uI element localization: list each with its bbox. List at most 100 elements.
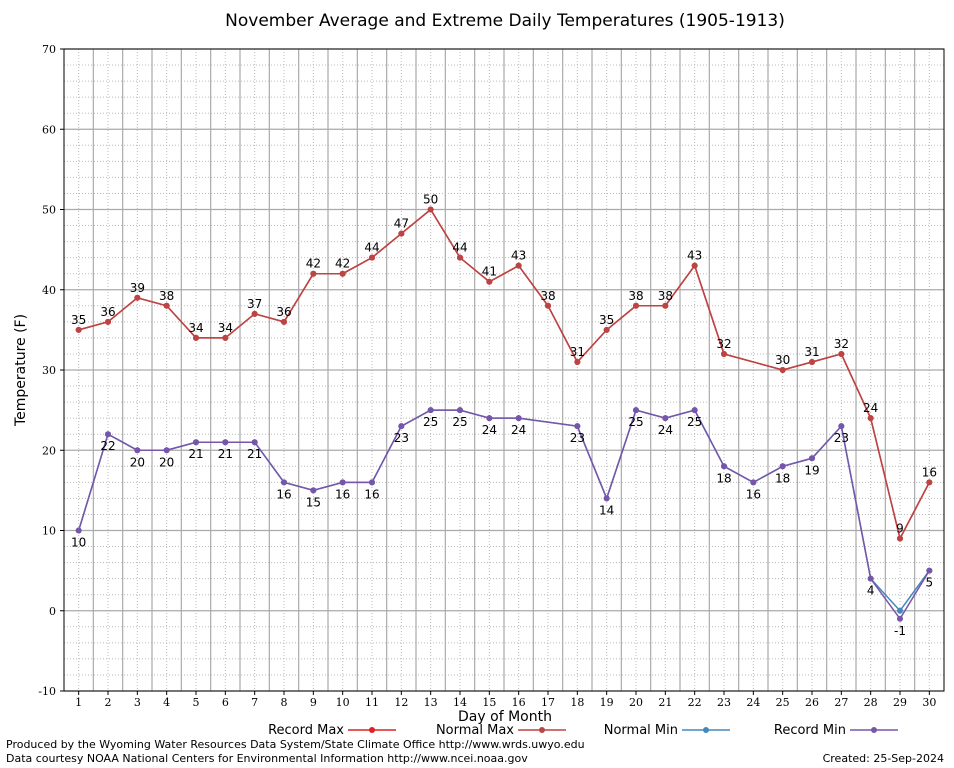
max-data-label: 34 — [218, 321, 233, 335]
x-tick-label: 1 — [75, 696, 82, 709]
max-data-label: 36 — [100, 305, 115, 319]
x-tick-label: 13 — [424, 696, 438, 709]
record-min-point — [838, 423, 845, 430]
min-data-label: 16 — [276, 487, 291, 501]
max-data-label: 43 — [511, 249, 526, 263]
y-tick-label: -10 — [38, 685, 56, 698]
min-data-label: 18 — [775, 471, 790, 485]
max-data-label: 38 — [658, 289, 673, 303]
min-data-label: 24 — [511, 423, 526, 437]
x-tick-label: 12 — [394, 696, 408, 709]
min-data-label: 23 — [834, 431, 849, 445]
max-data-label: 16 — [922, 465, 937, 479]
record-min-point — [75, 527, 82, 534]
x-tick-label: 19 — [600, 696, 614, 709]
max-data-label: 38 — [540, 289, 555, 303]
max-data-label: 31 — [804, 345, 819, 359]
footer-created-date: Created: 25-Sep-2024 — [823, 752, 944, 765]
x-tick-label: 14 — [453, 696, 467, 709]
normal-max-point — [105, 318, 111, 325]
normal-max-point — [398, 230, 405, 237]
legend-label-normal-min: Normal Min — [604, 723, 678, 738]
max-data-label: 39 — [130, 281, 145, 295]
record-min-point — [926, 567, 933, 574]
max-data-label: 47 — [394, 217, 409, 231]
max-data-label: 38 — [159, 289, 174, 303]
min-data-label: 18 — [716, 471, 731, 485]
max-data-label: 42 — [306, 257, 321, 271]
y-tick-label: 60 — [42, 123, 56, 136]
legend-marker-normal-min — [703, 727, 709, 733]
max-data-label: 35 — [71, 313, 86, 327]
normal-max-point — [427, 206, 434, 213]
legend-marker-record-min — [871, 727, 877, 733]
y-axis-label: Temperature (F) — [13, 314, 29, 427]
max-data-label: 38 — [628, 289, 643, 303]
normal-max-point — [486, 278, 493, 285]
record-min-point — [398, 423, 405, 430]
min-data-label: 20 — [159, 455, 174, 469]
record-min-point — [310, 487, 317, 494]
max-data-label: 31 — [570, 345, 585, 359]
normal-max-point — [867, 415, 874, 422]
record-min-point — [691, 407, 698, 414]
normal-max-point — [926, 479, 933, 486]
min-data-label: 21 — [218, 447, 233, 461]
record-min-point — [897, 615, 903, 622]
x-tick-label: 20 — [629, 696, 643, 709]
max-data-label: 9 — [896, 522, 904, 536]
x-tick-label: 25 — [776, 696, 790, 709]
y-tick-label: 30 — [42, 364, 56, 377]
normal-max-point — [603, 326, 610, 333]
min-data-label: 24 — [658, 423, 673, 437]
max-data-label: 43 — [687, 249, 702, 263]
max-data-label: 30 — [775, 353, 790, 367]
legend-label-normal-max: Normal Max — [436, 723, 514, 738]
x-axis-label: Day of Month — [458, 709, 552, 725]
series — [75, 206, 933, 622]
x-tick-label: 10 — [336, 696, 350, 709]
record-min-point — [574, 423, 581, 430]
y-tick-label: 20 — [42, 444, 56, 457]
min-data-label: 25 — [687, 415, 702, 429]
legend-marker-normal-max — [539, 727, 545, 733]
record-min-point — [633, 407, 639, 414]
normal-max-point — [838, 350, 845, 357]
min-data-label: 15 — [306, 495, 321, 509]
min-data-label: 16 — [364, 487, 379, 501]
x-tick-label: 8 — [281, 696, 288, 709]
x-tick-label: 15 — [482, 696, 496, 709]
record-min-point — [163, 447, 170, 454]
record-min-point — [515, 415, 522, 422]
normal-max-point — [310, 270, 317, 277]
x-tick-label: 24 — [746, 696, 760, 709]
x-tick-label: 28 — [864, 696, 878, 709]
y-tick-label: 10 — [42, 525, 56, 538]
normal-max-point — [75, 326, 82, 333]
x-tick-label: 22 — [688, 696, 702, 709]
min-data-label: 4 — [867, 584, 875, 598]
min-data-label: 21 — [188, 447, 203, 461]
data-labels: 35 36 39 38 34 34 37 36 42 42 44 47 50 44 41 43 38 31 35 38… — [71, 193, 937, 638]
y-tick-label: 0 — [49, 605, 56, 618]
max-data-label: 32 — [834, 337, 849, 351]
x-tick-label: 18 — [570, 696, 584, 709]
max-data-label: 32 — [716, 337, 731, 351]
min-data-label: 21 — [247, 447, 262, 461]
normal-max-point — [809, 358, 815, 365]
max-data-label: 44 — [452, 241, 467, 255]
max-data-label: 41 — [482, 265, 497, 279]
record-min-point — [281, 479, 287, 486]
normal-max-point — [691, 262, 698, 269]
x-tick-label: 2 — [105, 696, 112, 709]
normal-max-point — [134, 294, 141, 301]
max-data-label: 36 — [276, 305, 291, 319]
x-tick-label: 21 — [658, 696, 672, 709]
min-data-label: 25 — [628, 415, 643, 429]
normal-max-point — [163, 302, 170, 309]
min-data-label: 10 — [71, 536, 86, 550]
max-data-label: 35 — [599, 313, 614, 327]
x-tick-label: 7 — [251, 696, 258, 709]
